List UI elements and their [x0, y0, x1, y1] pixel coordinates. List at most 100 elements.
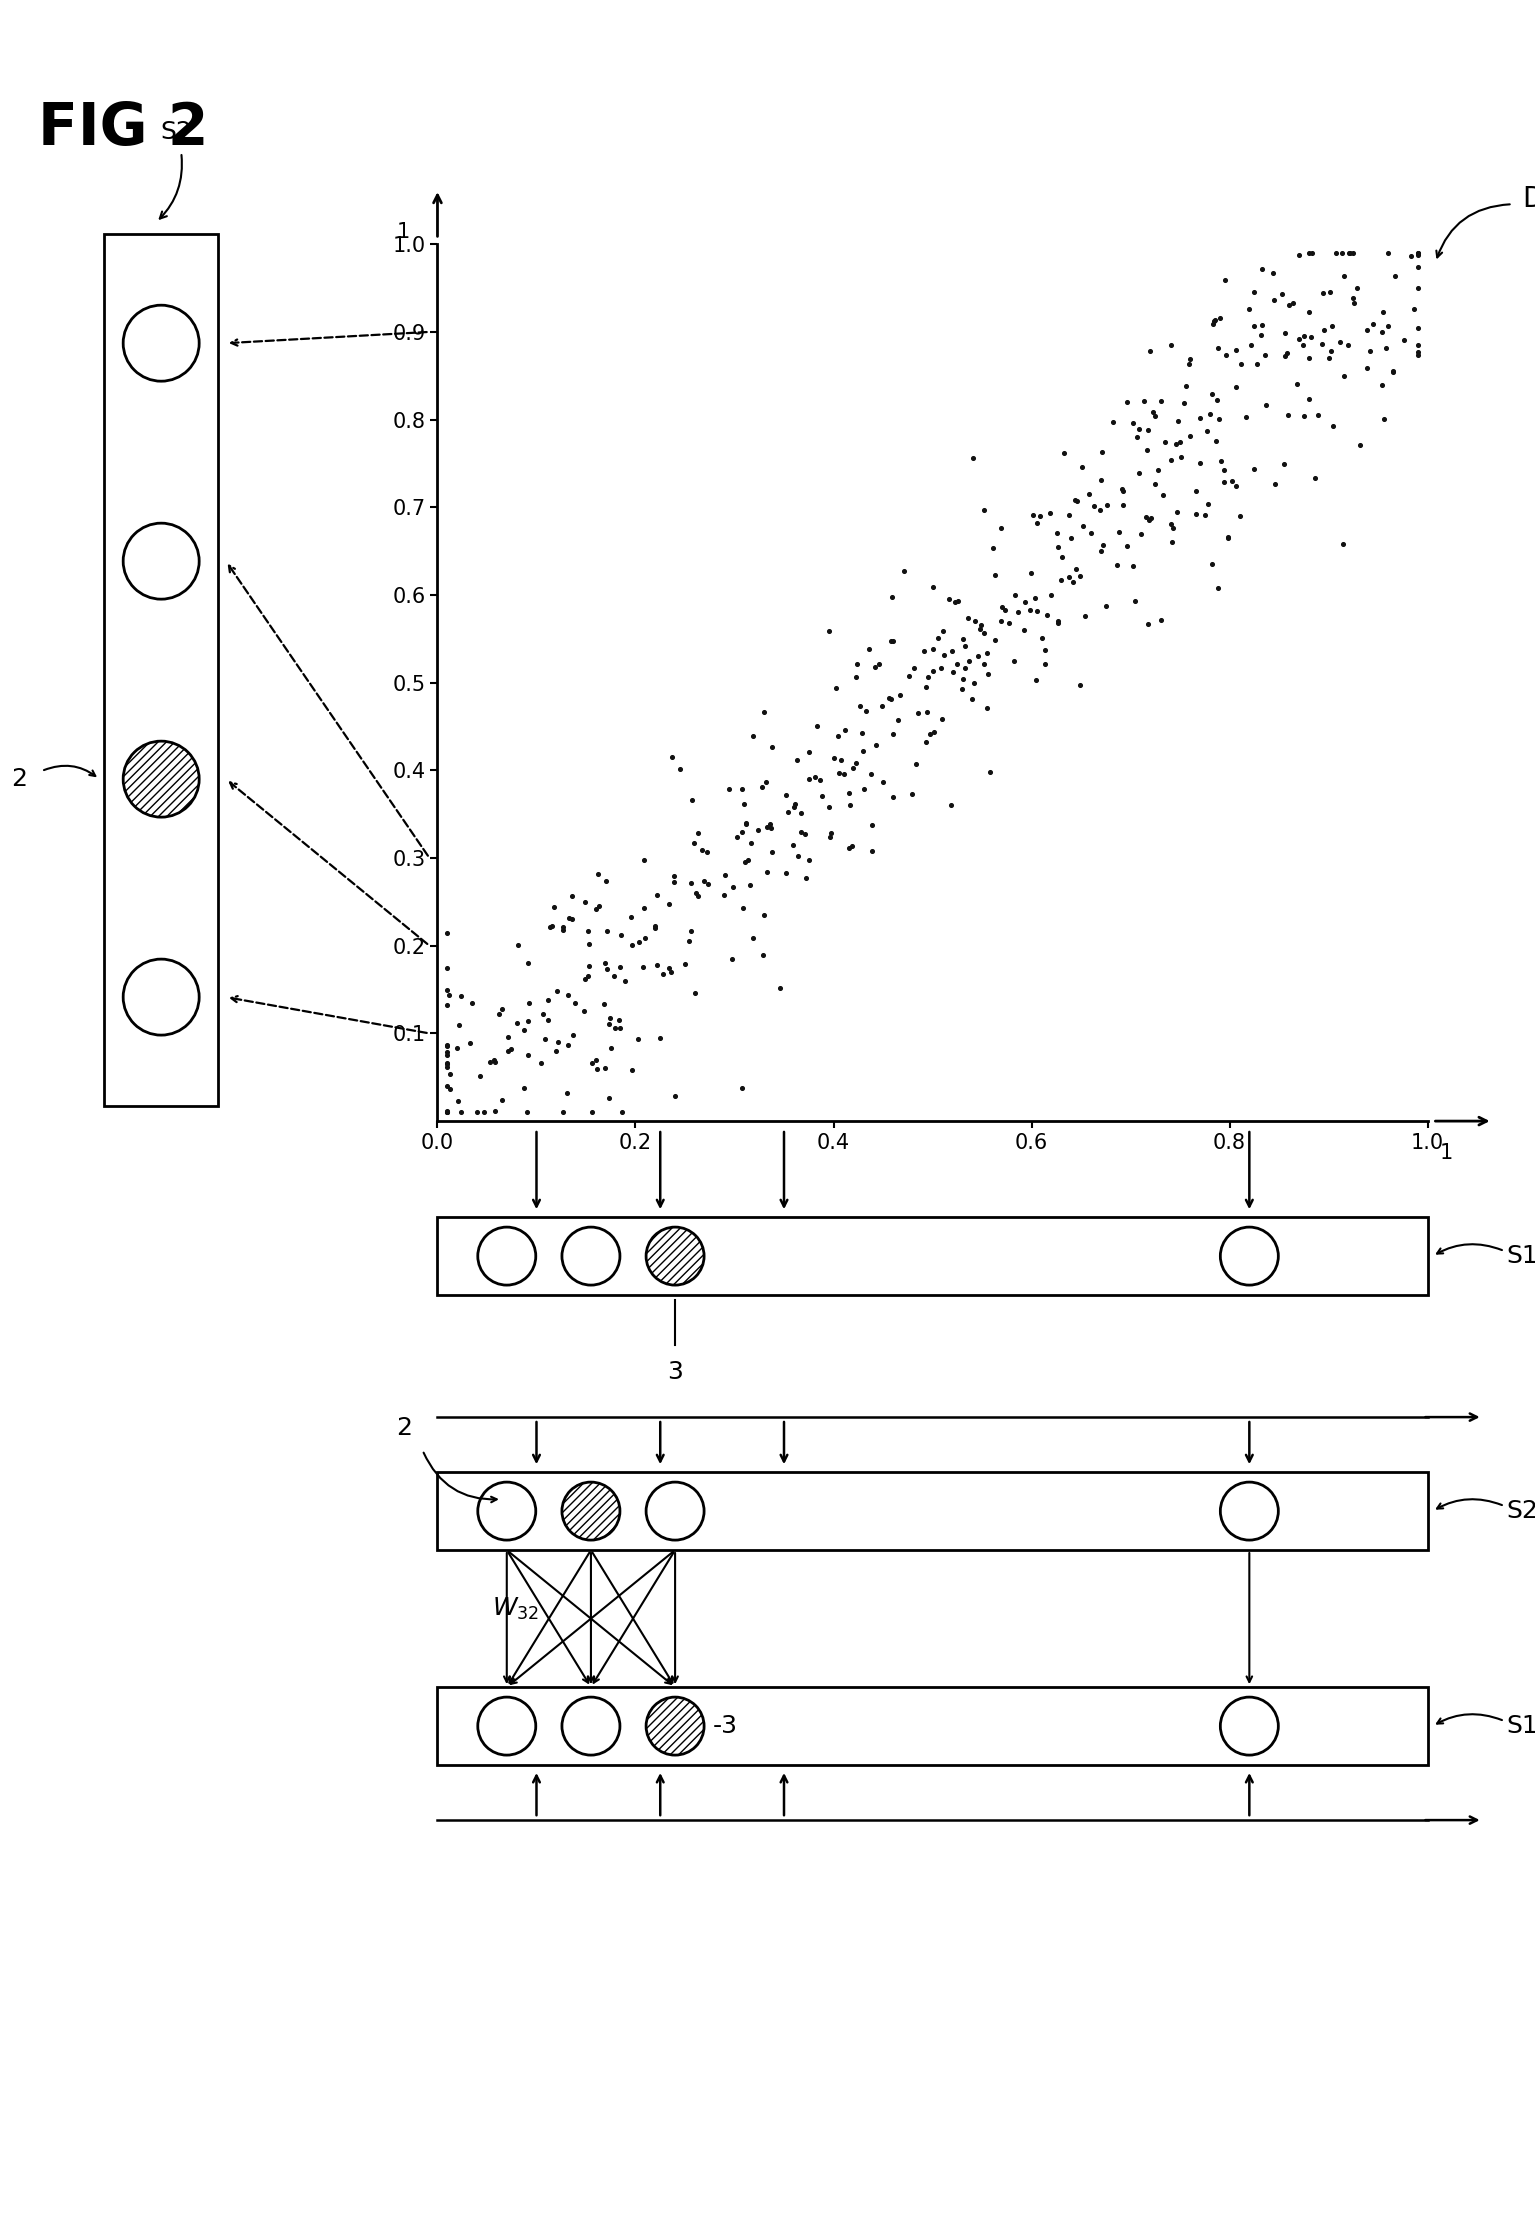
- Point: [516, 1037, 540, 1072]
- Point: [1320, 408, 1345, 444]
- Point: [1032, 646, 1056, 682]
- Circle shape: [123, 741, 200, 817]
- Point: [1136, 502, 1160, 537]
- Point: [852, 770, 876, 806]
- Point: [863, 650, 887, 686]
- Point: [962, 666, 987, 702]
- Point: [1406, 238, 1431, 273]
- Point: [511, 1070, 536, 1106]
- Point: [1110, 471, 1134, 506]
- Point: [1059, 519, 1084, 555]
- Point: [692, 864, 717, 899]
- Point: [1033, 633, 1058, 668]
- Point: [1194, 413, 1219, 448]
- Point: [482, 1094, 507, 1130]
- Point: [645, 946, 669, 981]
- Point: [912, 633, 936, 668]
- Point: [804, 708, 829, 744]
- Point: [956, 644, 981, 679]
- Point: [1262, 255, 1286, 291]
- Point: [434, 1046, 459, 1081]
- Point: [1183, 495, 1208, 531]
- Point: [1200, 375, 1225, 411]
- Text: D: D: [1521, 184, 1535, 213]
- Point: [792, 817, 817, 852]
- Point: [1248, 317, 1273, 353]
- Point: [797, 735, 821, 770]
- Point: [1371, 366, 1395, 402]
- Point: [1319, 275, 1343, 311]
- Point: [755, 855, 780, 890]
- Point: [1137, 333, 1162, 369]
- Point: [740, 719, 764, 755]
- Point: [1297, 340, 1322, 375]
- Point: [880, 579, 904, 615]
- Point: [447, 1008, 471, 1043]
- Point: [608, 917, 632, 952]
- Point: [594, 912, 619, 948]
- Point: [989, 604, 1013, 639]
- Point: [1311, 275, 1335, 311]
- Point: [982, 557, 1007, 593]
- Point: [866, 646, 890, 682]
- Point: [683, 975, 708, 1010]
- Point: [1005, 595, 1030, 630]
- Circle shape: [123, 304, 200, 382]
- Point: [626, 924, 651, 959]
- Point: [887, 677, 912, 713]
- Point: [484, 1043, 508, 1079]
- Point: [993, 593, 1018, 628]
- Point: [1228, 500, 1253, 535]
- Point: [843, 746, 867, 781]
- Point: [1200, 546, 1225, 582]
- Point: [1398, 238, 1423, 273]
- Point: [721, 868, 746, 904]
- Point: [1220, 464, 1245, 500]
- Point: [1297, 382, 1322, 417]
- Point: [1068, 557, 1093, 593]
- Point: [619, 899, 643, 935]
- Point: [1051, 435, 1076, 471]
- Text: S1: S1: [1507, 1243, 1535, 1268]
- Point: [1134, 433, 1159, 468]
- Point: [1121, 548, 1145, 584]
- Point: [1262, 282, 1286, 317]
- Point: [490, 1081, 514, 1117]
- Point: [1213, 464, 1237, 500]
- Point: [734, 806, 758, 841]
- Point: [445, 1030, 470, 1066]
- Point: [682, 826, 706, 861]
- Point: [1273, 315, 1297, 351]
- Point: [1271, 446, 1296, 482]
- Point: [1203, 302, 1228, 337]
- Point: [797, 841, 821, 877]
- Point: [1345, 271, 1369, 306]
- Point: [545, 1023, 569, 1059]
- Point: [1196, 486, 1220, 522]
- Point: [956, 599, 981, 635]
- Point: [1292, 317, 1317, 353]
- Circle shape: [1220, 1228, 1279, 1285]
- Point: [817, 613, 841, 648]
- Point: [731, 786, 755, 821]
- Point: [810, 779, 835, 815]
- Point: [448, 979, 473, 1015]
- Point: [1249, 309, 1274, 344]
- Circle shape: [562, 1228, 620, 1285]
- Point: [990, 588, 1015, 624]
- Point: [593, 946, 617, 981]
- Text: FIG 2: FIG 2: [38, 100, 209, 158]
- Point: [576, 959, 600, 995]
- Point: [921, 568, 946, 604]
- Point: [850, 715, 875, 750]
- Point: [737, 868, 761, 904]
- Point: [953, 650, 978, 686]
- Point: [560, 1017, 585, 1052]
- Point: [915, 695, 939, 730]
- Point: [1276, 397, 1300, 433]
- Circle shape: [477, 1483, 536, 1541]
- Point: [1205, 382, 1230, 417]
- Point: [881, 779, 906, 815]
- Point: [609, 1094, 634, 1130]
- Point: [580, 1094, 605, 1130]
